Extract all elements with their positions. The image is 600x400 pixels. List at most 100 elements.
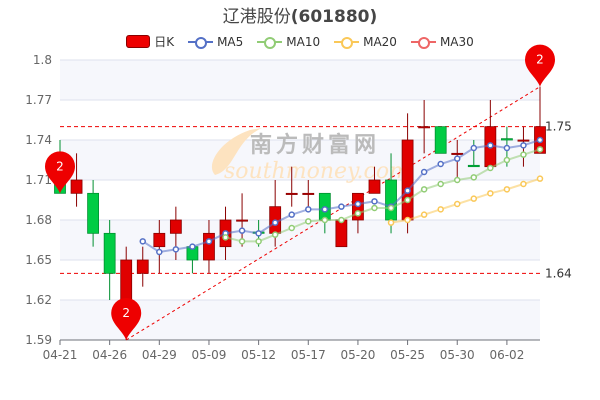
candle-body bbox=[236, 219, 248, 222]
x-tick-label: 06-02 bbox=[489, 348, 524, 362]
stock-code: (601880) bbox=[290, 7, 378, 27]
candle-body bbox=[203, 232, 215, 261]
ma-point bbox=[404, 187, 411, 194]
candle bbox=[401, 113, 414, 234]
legend-item-ma20[interactable]: MA20 bbox=[334, 33, 397, 50]
y-tick-label: 1.8 bbox=[33, 53, 52, 67]
y-tick-label: 1.65 bbox=[25, 253, 52, 267]
candle-body bbox=[385, 179, 397, 221]
ma-point bbox=[420, 186, 428, 193]
ma-point bbox=[503, 156, 511, 164]
mark-point-label: 2 bbox=[122, 306, 130, 320]
candle-body bbox=[401, 139, 414, 221]
x-tick-label: 04-29 bbox=[142, 348, 177, 362]
ma-point bbox=[305, 206, 312, 213]
legend-label: 日K bbox=[154, 35, 175, 49]
candle bbox=[418, 100, 431, 154]
y-tick-label: 1.68 bbox=[25, 213, 52, 227]
ma-point bbox=[520, 151, 527, 158]
trend-line bbox=[125, 86, 541, 341]
candle bbox=[335, 219, 348, 248]
ma-point bbox=[172, 246, 180, 253]
ma-point bbox=[238, 227, 246, 234]
ma-point bbox=[420, 211, 428, 218]
x-tick-label: 05-20 bbox=[340, 348, 375, 362]
chart-title: 辽港股份(601880) bbox=[0, 2, 600, 27]
ma-point bbox=[470, 174, 478, 181]
candle bbox=[136, 246, 149, 287]
legend-item-ma30[interactable]: MA30 bbox=[410, 33, 474, 50]
candle-body bbox=[153, 232, 166, 248]
ma-point bbox=[536, 175, 544, 182]
candle bbox=[484, 100, 497, 168]
candle-body bbox=[120, 259, 133, 301]
ma-point bbox=[453, 200, 461, 208]
ma-point bbox=[354, 210, 362, 217]
y-tick-label: 1.71 bbox=[25, 173, 52, 187]
candle bbox=[203, 220, 215, 274]
line-circle-icon bbox=[257, 36, 283, 49]
ma-point bbox=[371, 198, 378, 205]
candlestick-icon bbox=[126, 35, 151, 48]
ma-point bbox=[371, 204, 378, 212]
candle bbox=[103, 220, 116, 300]
y-tick-label: 1.77 bbox=[25, 93, 52, 107]
candle-body bbox=[103, 232, 116, 274]
ma-point bbox=[255, 230, 262, 237]
ma-point bbox=[288, 224, 295, 232]
ma-point bbox=[437, 160, 444, 168]
ma-line-ma20 bbox=[390, 177, 541, 224]
ma-point bbox=[437, 206, 444, 213]
legend-label: MA20 bbox=[363, 34, 397, 49]
candle-body bbox=[500, 138, 513, 141]
candle-body bbox=[136, 259, 149, 274]
mark-line-label: 1.64 bbox=[545, 266, 572, 280]
y-tick-label: 1.74 bbox=[25, 133, 52, 147]
grid-band bbox=[60, 60, 540, 100]
candle-body bbox=[418, 126, 431, 129]
x-tick-label: 04-21 bbox=[43, 348, 78, 362]
x-tick-label: 05-09 bbox=[192, 348, 227, 362]
candle-body bbox=[285, 192, 298, 195]
ma-point bbox=[387, 204, 395, 212]
ma-point bbox=[536, 146, 544, 153]
candle bbox=[236, 193, 248, 247]
candle bbox=[434, 126, 447, 154]
x-tick-label: 04-26 bbox=[92, 348, 127, 362]
candle bbox=[153, 220, 166, 274]
candle-body bbox=[517, 139, 530, 142]
mark-point-pin: 2 bbox=[45, 151, 75, 194]
ma-point bbox=[238, 238, 246, 245]
candle-body bbox=[335, 219, 348, 248]
ma-point bbox=[404, 196, 411, 204]
ma-point bbox=[271, 231, 279, 238]
candle-body bbox=[434, 126, 447, 154]
grid-band bbox=[60, 300, 540, 340]
candle-body bbox=[70, 179, 83, 194]
candle bbox=[70, 153, 83, 207]
candle bbox=[302, 180, 315, 207]
legend-item-ma5[interactable]: MA5 bbox=[188, 33, 243, 50]
legend-label: MA30 bbox=[439, 34, 474, 49]
ma-point bbox=[536, 136, 544, 144]
mark-point-pin: 2 bbox=[525, 44, 555, 87]
ma-point bbox=[305, 218, 312, 225]
legend-item-ma10[interactable]: MA10 bbox=[257, 33, 320, 50]
candle bbox=[186, 246, 199, 274]
candle bbox=[285, 166, 298, 207]
ma-point bbox=[453, 155, 461, 162]
watermark-url: southmoney.com bbox=[224, 159, 410, 184]
ma-point bbox=[520, 180, 527, 188]
mark-line-label: 1.75 bbox=[545, 120, 572, 134]
ma-point bbox=[487, 190, 494, 197]
grid-band bbox=[60, 220, 540, 260]
pin-icon bbox=[111, 298, 142, 340]
ma-point bbox=[288, 211, 295, 218]
x-tick-label: 05-17 bbox=[291, 348, 326, 362]
watermark-text: 南方财富网 bbox=[250, 132, 380, 158]
y-tick-label: 1.59 bbox=[25, 333, 52, 347]
legend-item-dayk[interactable]: 日K bbox=[126, 33, 174, 50]
candle-body bbox=[169, 219, 182, 234]
mark-point-label: 2 bbox=[536, 53, 544, 67]
candle-body bbox=[302, 192, 315, 195]
